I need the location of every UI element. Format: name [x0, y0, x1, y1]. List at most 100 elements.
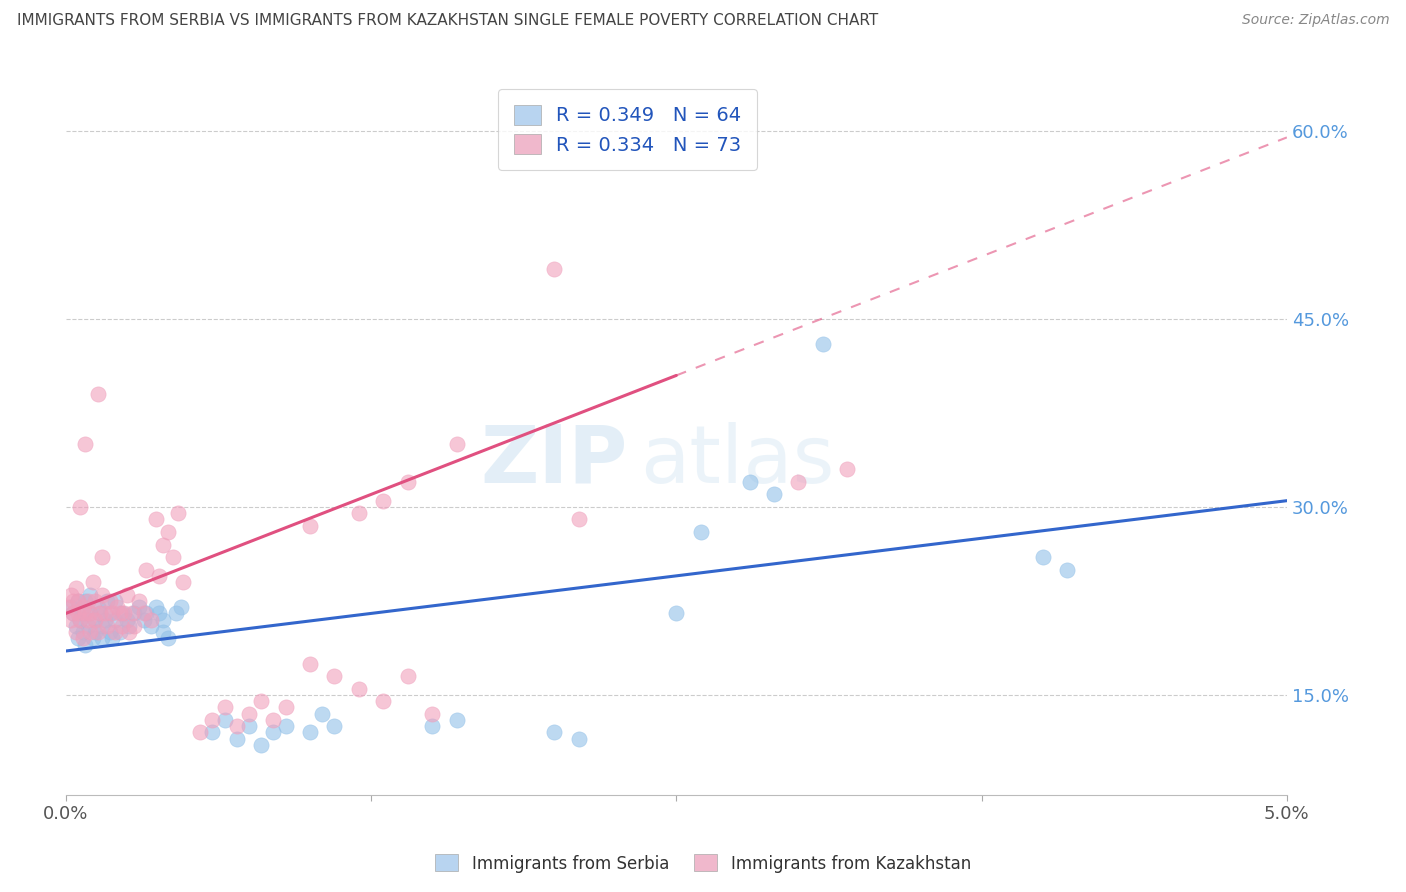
Point	[75, 607, 97, 621]
Point	[837, 462, 859, 476]
Point	[62, 607, 84, 621]
Point	[111, 619, 134, 633]
Point	[543, 725, 565, 739]
Point	[112, 607, 135, 621]
Point	[69, 500, 91, 514]
Point	[298, 725, 321, 739]
Point	[84, 625, 107, 640]
Point	[148, 607, 170, 621]
Point	[152, 625, 174, 640]
Point	[420, 706, 443, 721]
Point	[59, 613, 82, 627]
Point	[238, 706, 260, 721]
Point	[104, 613, 127, 627]
Point	[420, 719, 443, 733]
Point	[58, 600, 80, 615]
Point	[132, 607, 155, 621]
Point	[274, 700, 297, 714]
Point	[69, 613, 91, 627]
Point	[75, 638, 97, 652]
Point	[225, 731, 247, 746]
Point	[250, 738, 273, 752]
Point	[689, 524, 711, 539]
Point	[132, 613, 155, 627]
Point	[115, 613, 138, 627]
Point	[98, 594, 121, 608]
Point	[188, 725, 211, 739]
Point	[118, 625, 141, 640]
Point	[225, 719, 247, 733]
Point	[214, 713, 236, 727]
Point	[82, 575, 104, 590]
Point	[201, 725, 224, 739]
Point	[262, 725, 284, 739]
Point	[98, 607, 121, 621]
Point	[66, 607, 89, 621]
Point	[66, 594, 89, 608]
Point	[84, 613, 107, 627]
Point	[76, 594, 98, 608]
Point	[76, 613, 98, 627]
Point	[101, 632, 124, 646]
Point	[373, 694, 395, 708]
Point	[446, 437, 468, 451]
Point	[65, 619, 87, 633]
Text: ZIP: ZIP	[481, 422, 627, 500]
Point	[128, 594, 150, 608]
Text: IMMIGRANTS FROM SERBIA VS IMMIGRANTS FROM KAZAKHSTAN SINGLE FEMALE POVERTY CORRE: IMMIGRANTS FROM SERBIA VS IMMIGRANTS FRO…	[17, 13, 879, 29]
Point	[96, 619, 118, 633]
Point	[76, 619, 98, 633]
Point	[323, 669, 346, 683]
Point	[75, 594, 97, 608]
Point	[214, 700, 236, 714]
Point	[94, 607, 117, 621]
Point	[665, 607, 688, 621]
Text: atlas: atlas	[640, 422, 834, 500]
Point	[59, 588, 82, 602]
Point	[1056, 563, 1078, 577]
Point	[347, 681, 370, 696]
Point	[66, 632, 89, 646]
Point	[122, 619, 145, 633]
Point	[1032, 550, 1054, 565]
Point	[91, 550, 114, 565]
Point	[543, 262, 565, 277]
Point	[115, 588, 138, 602]
Point	[62, 594, 84, 608]
Point	[250, 694, 273, 708]
Point	[96, 594, 118, 608]
Point	[262, 713, 284, 727]
Point	[79, 588, 101, 602]
Point	[298, 518, 321, 533]
Point	[145, 600, 167, 615]
Point	[94, 613, 117, 627]
Point	[135, 607, 157, 621]
Point	[118, 619, 141, 633]
Point	[167, 506, 190, 520]
Point	[323, 719, 346, 733]
Point	[89, 607, 111, 621]
Point	[128, 600, 150, 615]
Point	[101, 607, 124, 621]
Point	[122, 607, 145, 621]
Point	[162, 550, 184, 565]
Point	[568, 512, 591, 526]
Point	[69, 613, 91, 627]
Point	[141, 619, 163, 633]
Point	[152, 613, 174, 627]
Point	[108, 625, 131, 640]
Point	[104, 625, 127, 640]
Point	[238, 719, 260, 733]
Point	[91, 619, 114, 633]
Point	[84, 594, 107, 608]
Point	[373, 493, 395, 508]
Point	[157, 524, 180, 539]
Point	[65, 625, 87, 640]
Point	[66, 594, 89, 608]
Point	[446, 713, 468, 727]
Point	[121, 607, 143, 621]
Point	[152, 537, 174, 551]
Point	[169, 600, 191, 615]
Point	[86, 600, 108, 615]
Point	[86, 625, 108, 640]
